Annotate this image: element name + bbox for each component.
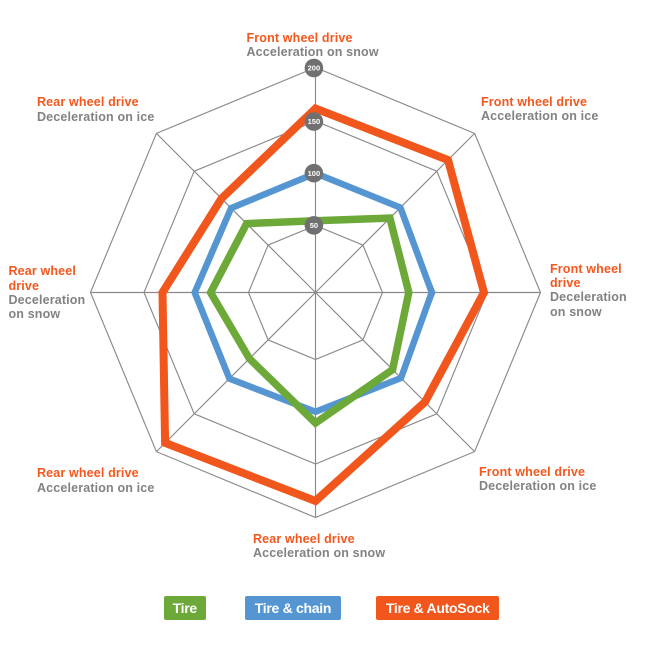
svg-text:100: 100 <box>308 169 321 178</box>
svg-text:150: 150 <box>308 117 321 126</box>
svg-text:200: 200 <box>308 64 321 73</box>
svg-text:50: 50 <box>310 221 318 230</box>
